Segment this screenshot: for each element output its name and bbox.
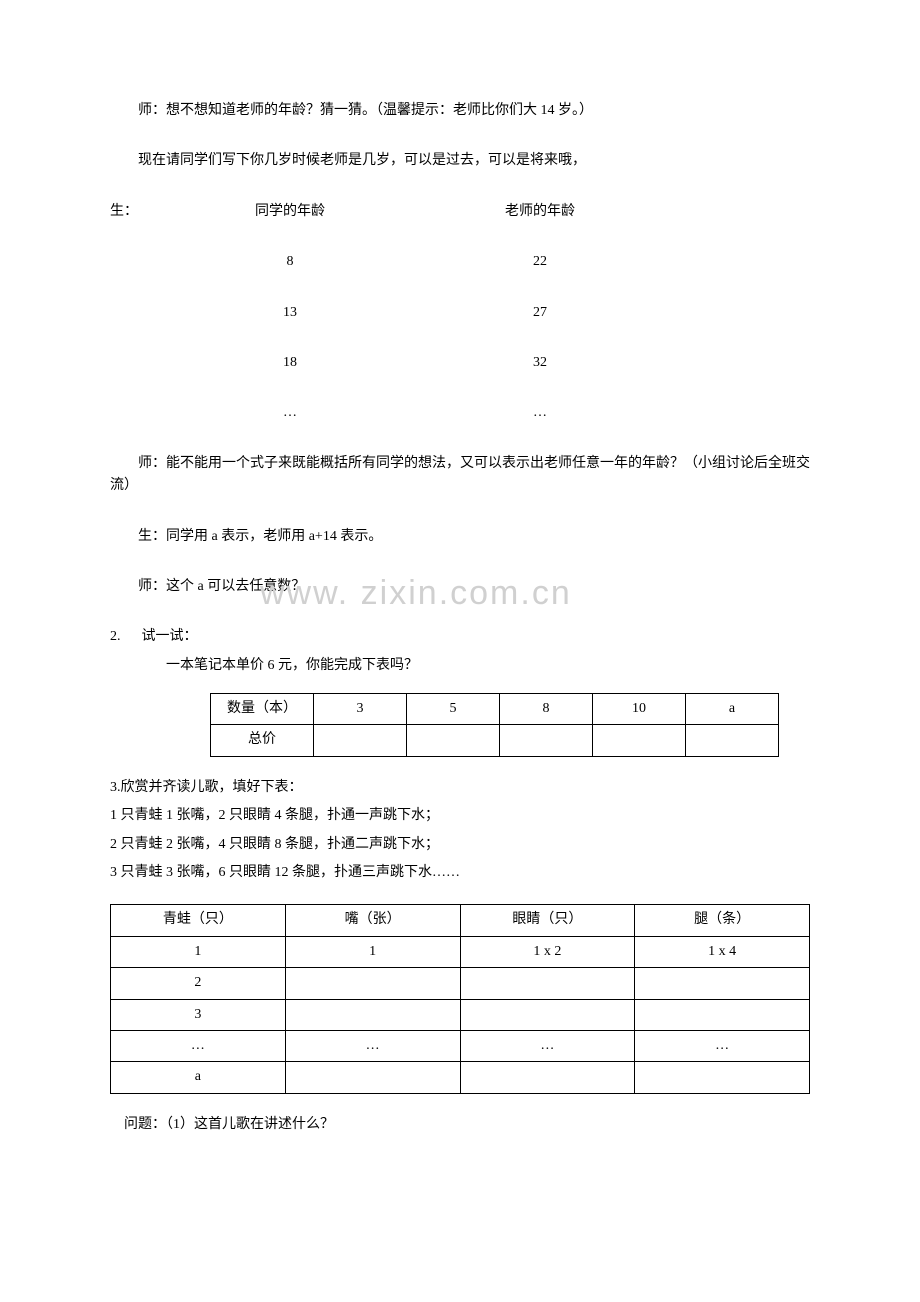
table-row: 青蛙（只） 嘴（张） 眼睛（只） 腿（条） <box>111 905 810 936</box>
frog-table-cell <box>460 968 635 999</box>
frog-table-cell <box>460 999 635 1030</box>
age-table-row: 13 27 <box>110 302 810 324</box>
frog-table-cell <box>285 999 460 1030</box>
age-cell-student: 13 <box>170 302 410 324</box>
table-row: 1 1 1 x 2 1 x 4 <box>111 936 810 967</box>
age-table-row: 18 32 <box>110 352 810 374</box>
rhyme-line-1: 1 只青蛙 1 张嘴，2 只眼睛 4 条腿，扑通一声跳下水； <box>110 805 810 827</box>
frog-table-cell: 3 <box>111 999 286 1030</box>
age-cell-teacher: 32 <box>410 352 670 374</box>
price-table-cell: 8 <box>500 694 593 725</box>
price-table-cell <box>407 725 500 756</box>
rhyme-line-3: 3 只青蛙 3 张嘴，6 只眼睛 12 条腿，扑通三声跳下水…… <box>110 862 810 884</box>
frog-table-cell: 1 <box>285 936 460 967</box>
frog-table-cell <box>460 1062 635 1093</box>
dialogue-line-teacher-3: 师：这个 a 可以去任意数？ <box>110 576 810 598</box>
price-table: 数量（本） 3 5 8 10 a 总价 <box>210 693 779 757</box>
frog-table-header: 嘴（张） <box>285 905 460 936</box>
frog-table-cell: … <box>285 1030 460 1061</box>
price-table-cell <box>500 725 593 756</box>
frog-table-cell: a <box>111 1062 286 1093</box>
table-row: 总价 <box>211 725 779 756</box>
frog-table-cell: … <box>635 1030 810 1061</box>
price-table-header-qty: 数量（本） <box>211 694 314 725</box>
frog-table-cell <box>635 1062 810 1093</box>
frog-table: 青蛙（只） 嘴（张） 眼睛（只） 腿（条） 1 1 1 x 2 1 x 4 2 … <box>110 904 810 1093</box>
age-cell-teacher: … <box>410 402 670 424</box>
age-cell-student: … <box>170 402 410 424</box>
section-2-title: 试一试： <box>142 629 198 644</box>
frog-table-cell: … <box>111 1030 286 1061</box>
age-cell-student: 8 <box>170 251 410 273</box>
age-table-row: … … <box>110 402 810 424</box>
price-table-header-total: 总价 <box>211 725 314 756</box>
price-table-cell: 3 <box>314 694 407 725</box>
section-2-number: 2. <box>110 629 121 644</box>
age-table-student-prefix: 生： <box>110 201 170 223</box>
table-row: a <box>111 1062 810 1093</box>
frog-table-header: 腿（条） <box>635 905 810 936</box>
age-cell-teacher: 27 <box>410 302 670 324</box>
age-table-header-student: 同学的年龄 <box>170 201 410 223</box>
age-table-header-teacher: 老师的年龄 <box>410 201 670 223</box>
frog-table-header: 眼睛（只） <box>460 905 635 936</box>
section-3-title: 3.欣赏并齐读儿歌，填好下表： <box>110 777 810 799</box>
frog-table-cell: 1 x 2 <box>460 936 635 967</box>
age-table-row: 8 22 <box>110 251 810 273</box>
frog-table-cell <box>635 968 810 999</box>
dialogue-line-student: 生：同学用 a 表示，老师用 a+14 表示。 <box>110 526 810 548</box>
price-table-cell <box>686 725 779 756</box>
age-cell-student: 18 <box>170 352 410 374</box>
dialogue-line-teacher-1: 师：想不想知道老师的年龄？猜一猜。（温馨提示：老师比你们大 14 岁。） <box>110 100 810 122</box>
table-row: 数量（本） 3 5 8 10 a <box>211 694 779 725</box>
price-table-cell: 10 <box>593 694 686 725</box>
price-table-cell <box>593 725 686 756</box>
frog-table-cell <box>635 999 810 1030</box>
frog-table-cell <box>285 968 460 999</box>
frog-table-header: 青蛙（只） <box>111 905 286 936</box>
frog-table-cell: 2 <box>111 968 286 999</box>
age-table: 生： 同学的年龄 老师的年龄 8 22 13 27 18 32 … … <box>110 201 810 425</box>
dialogue-line-instruction: 现在请同学们写下你几岁时候老师是几岁，可以是过去，可以是将来哦， <box>110 150 810 172</box>
table-row: 3 <box>111 999 810 1030</box>
frog-table-cell: … <box>460 1030 635 1061</box>
table-row: 2 <box>111 968 810 999</box>
section-2-line: 一本笔记本单价 6 元，你能完成下表吗？ <box>166 655 810 677</box>
price-table-cell: 5 <box>407 694 500 725</box>
frog-table-cell <box>285 1062 460 1093</box>
frog-table-cell: 1 x 4 <box>635 936 810 967</box>
dialogue-line-teacher-2: 师：能不能用一个式子来既能概括所有同学的想法，又可以表示出老师任意一年的年龄？（… <box>110 453 810 498</box>
age-cell-teacher: 22 <box>410 251 670 273</box>
table-row: … … … … <box>111 1030 810 1061</box>
price-table-cell: a <box>686 694 779 725</box>
price-table-cell <box>314 725 407 756</box>
rhyme-line-2: 2 只青蛙 2 张嘴，4 只眼睛 8 条腿，扑通二声跳下水； <box>110 834 810 856</box>
frog-table-cell: 1 <box>111 936 286 967</box>
question-1: 问题：（1）这首儿歌在讲述什么？ <box>124 1114 810 1136</box>
